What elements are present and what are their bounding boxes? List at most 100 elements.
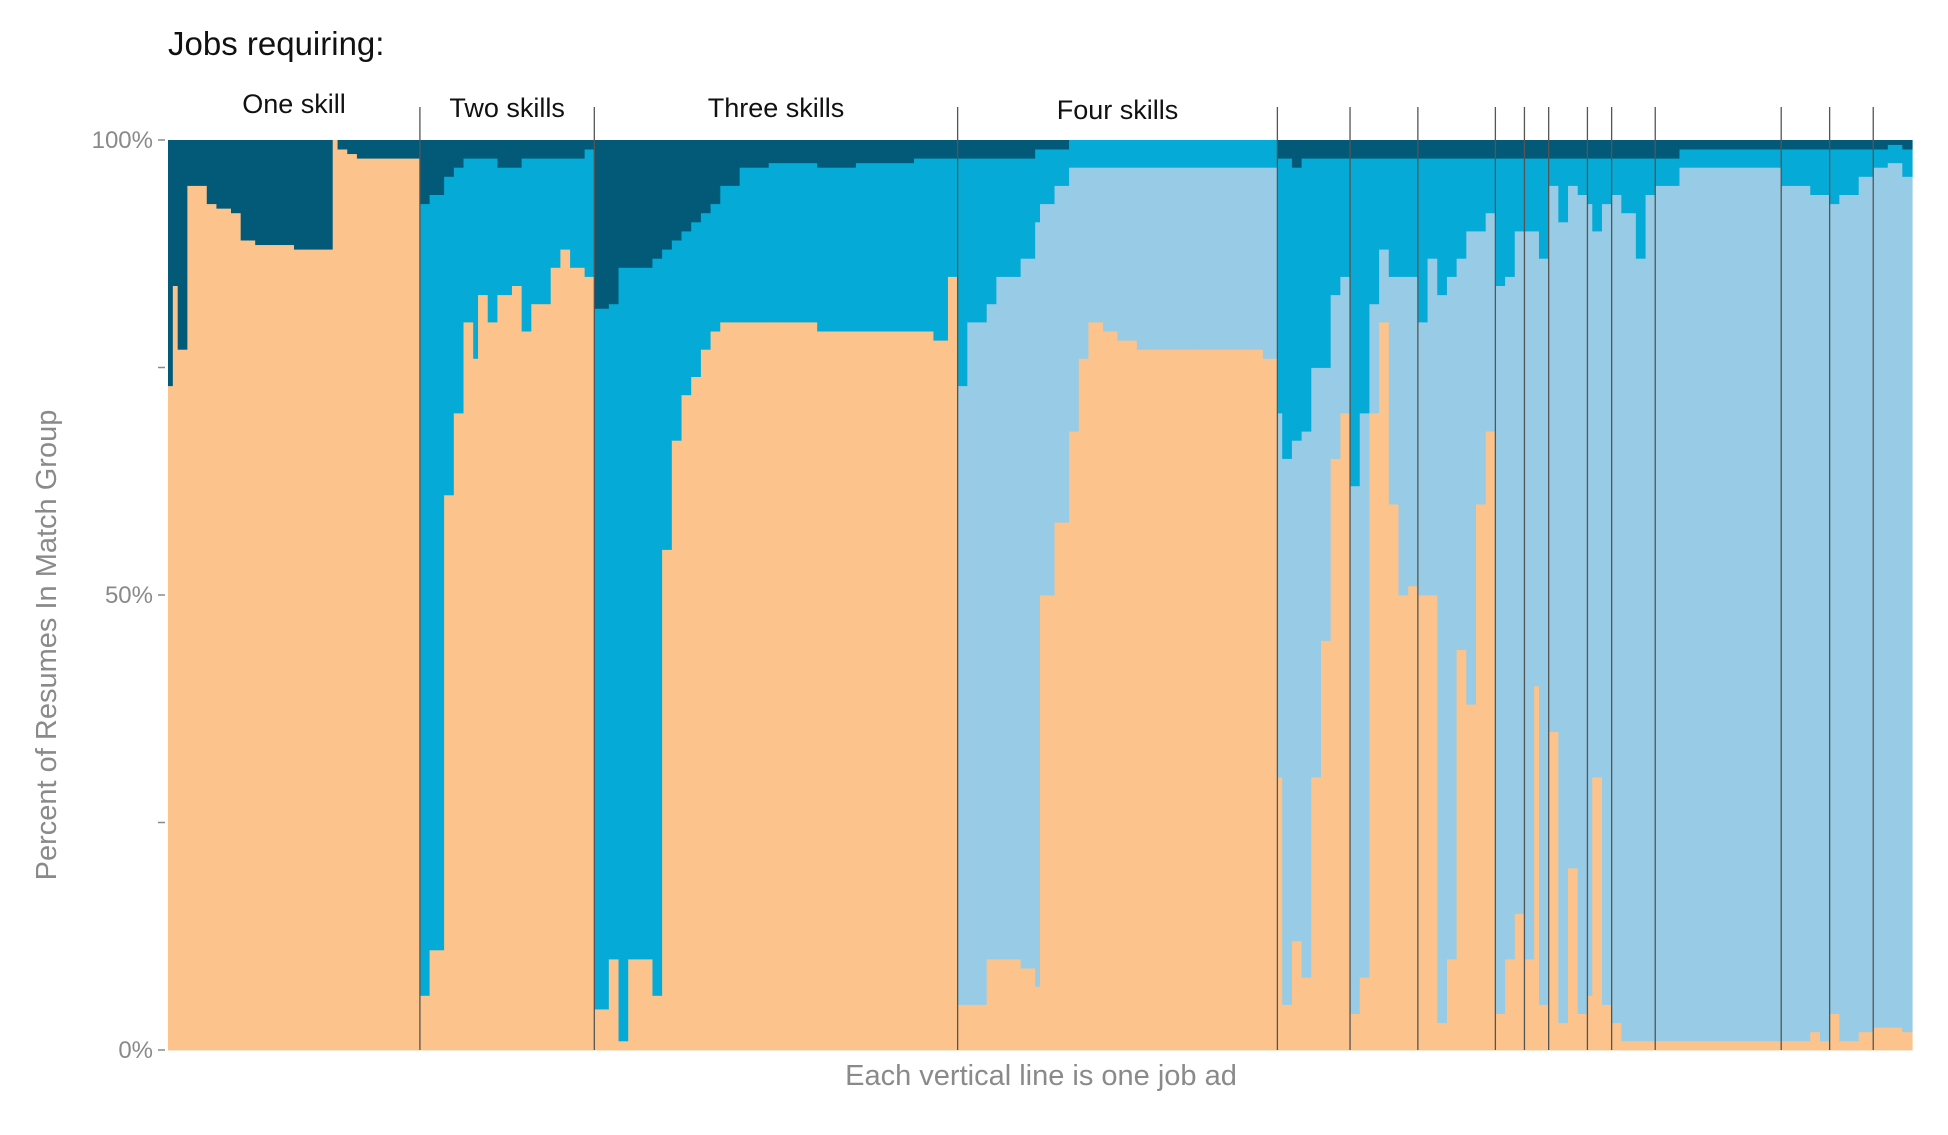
bar-orange-segment — [1611, 1022, 1622, 1051]
bar-dark_blue-segment — [560, 140, 571, 159]
bar-orange-segment — [531, 303, 552, 1051]
bar-orange-segment — [1655, 1040, 1681, 1051]
bar-dark_blue-segment — [1645, 140, 1656, 159]
bar-medium_blue-segment — [1102, 140, 1119, 168]
bar-dark_blue-segment — [487, 140, 499, 159]
bar-orange-segment — [1040, 595, 1056, 1051]
bar-medium_blue-segment — [637, 267, 654, 960]
bar-light_blue-segment — [1538, 258, 1550, 1005]
bar-orange-segment — [511, 285, 523, 1051]
bar-orange-segment — [1795, 1040, 1811, 1051]
bar-orange-segment — [293, 249, 334, 1051]
bar-light_blue-segment — [1592, 231, 1603, 778]
bar-orange-segment — [594, 1009, 610, 1051]
bar-dark_blue-segment — [531, 140, 552, 159]
bar-orange-segment — [1902, 1031, 1913, 1051]
bar-orange-segment — [662, 549, 673, 1051]
bar-dark_blue-segment — [1902, 140, 1913, 150]
bar-orange-segment — [1035, 986, 1041, 1051]
bar-dark_blue-segment — [1829, 140, 1840, 150]
bar-light_blue-segment — [1446, 276, 1458, 960]
bar-orange-segment — [1350, 1013, 1361, 1051]
bar-dark_blue-segment — [1301, 140, 1312, 159]
bar-light_blue-segment — [1291, 440, 1303, 942]
bar-orange-segment — [1282, 1004, 1293, 1051]
bar-light_blue-segment — [1645, 194, 1656, 1042]
bar-dark_blue-segment — [671, 140, 683, 241]
bar-orange-segment — [1621, 1040, 1637, 1051]
bar-medium_blue-segment — [1558, 158, 1569, 223]
bar-light_blue-segment — [1350, 485, 1361, 1014]
bar-dark_blue-segment — [1819, 140, 1831, 150]
bar-medium_blue-segment — [1568, 158, 1579, 186]
bar-orange-segment — [1679, 1040, 1719, 1051]
bar-dark_blue-segment — [1621, 140, 1637, 159]
bar-dark_blue-segment — [1849, 140, 1860, 150]
bar-medium_blue-segment — [1248, 140, 1264, 168]
bar-medium_blue-segment — [1277, 158, 1283, 414]
bar-orange-segment — [550, 267, 561, 1051]
bar-orange-segment — [691, 376, 702, 1051]
bar-dark_blue-segment — [933, 140, 949, 159]
bar-medium_blue-segment — [1388, 158, 1400, 277]
bar-dark_blue-segment — [1839, 140, 1850, 150]
bar-dark_blue-segment — [1446, 140, 1458, 159]
group-label: Four skills — [1057, 95, 1179, 125]
job-group-dividers — [419, 107, 1874, 1050]
bar-orange-segment — [356, 158, 421, 1051]
bar-medium_blue-segment — [1320, 158, 1332, 368]
bar-medium_blue-segment — [608, 303, 620, 960]
bar-orange-segment — [1548, 731, 1559, 1051]
bar-light_blue-segment — [1195, 167, 1249, 350]
bar-dark_blue-segment — [453, 140, 465, 168]
bar-medium_blue-segment — [1136, 140, 1196, 168]
bar-light_blue-segment — [1558, 221, 1569, 1024]
bar-medium_blue-segment — [1621, 158, 1637, 214]
bar-orange-segment — [628, 959, 639, 1051]
bar-medium_blue-segment — [473, 158, 479, 359]
bar-dark_blue-segment — [662, 140, 673, 250]
bar-medium_blue-segment — [1195, 140, 1249, 168]
bar-orange-segment — [671, 440, 683, 1051]
bar-dark_blue-segment — [700, 140, 712, 214]
bar-light_blue-segment — [1408, 276, 1419, 587]
bar-dark_blue-segment — [637, 140, 654, 268]
bar-medium_blue-segment — [1078, 140, 1090, 168]
bar-dark_blue-segment — [1437, 140, 1448, 159]
bar-orange-segment — [473, 358, 479, 1051]
bar-dark_blue-segment — [967, 140, 988, 159]
bar-orange-segment — [1524, 959, 1535, 1051]
bar-medium_blue-segment — [1301, 158, 1312, 432]
bar-dark_blue-segment — [1524, 140, 1535, 159]
plot-area — [168, 140, 1913, 1051]
bar-dark_blue-segment — [1466, 140, 1477, 159]
bar-dark_blue-segment — [550, 140, 561, 159]
bar-dark_blue-segment — [1020, 140, 1036, 159]
bar-light_blue-segment — [1427, 258, 1438, 596]
bar-light_blue-segment — [1534, 231, 1540, 687]
bar-orange-segment — [1301, 977, 1312, 1051]
bar-light_blue-segment — [967, 322, 988, 1005]
bar-orange-segment — [1587, 995, 1593, 1051]
bar-medium_blue-segment — [1088, 140, 1104, 168]
bar-light_blue-segment — [1379, 249, 1390, 323]
bar-orange-segment — [700, 349, 712, 1051]
bar-orange-segment — [967, 1004, 988, 1051]
bar-orange-segment — [1538, 1004, 1550, 1051]
bar-medium_blue-segment — [1679, 149, 1719, 168]
bar-medium_blue-segment — [1829, 149, 1840, 205]
bar-medium_blue-segment — [478, 158, 489, 296]
bar-light_blue-segment — [1485, 212, 1496, 432]
bar-dark_blue-segment — [1558, 140, 1569, 159]
bar-dark_blue-segment — [444, 140, 455, 177]
bar-orange-segment — [1577, 1013, 1589, 1051]
bar-dark_blue-segment — [293, 140, 334, 250]
bar-medium_blue-segment — [444, 176, 455, 496]
bar-orange-segment — [1291, 940, 1303, 1051]
bar-dark_blue-segment — [255, 140, 295, 246]
bar-dark_blue-segment — [710, 140, 721, 205]
bar-orange-segment — [1810, 1031, 1821, 1051]
group-label: Three skills — [708, 93, 845, 123]
bar-light_blue-segment — [1369, 303, 1380, 414]
bar-dark_blue-segment — [1795, 140, 1811, 150]
